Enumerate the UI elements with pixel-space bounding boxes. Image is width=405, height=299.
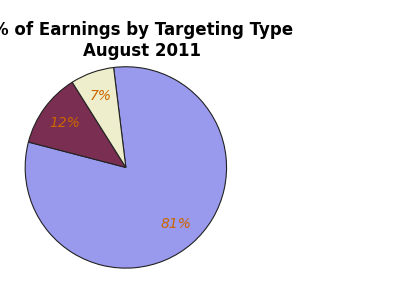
Legend: Contextual, Placement, Interest Based: Contextual, Placement, Interest Based <box>258 129 390 215</box>
Text: 7%: 7% <box>90 89 111 103</box>
Wedge shape <box>25 67 226 268</box>
Text: 81%: 81% <box>160 217 191 231</box>
Wedge shape <box>72 68 126 167</box>
Wedge shape <box>28 82 126 167</box>
Text: 12%: 12% <box>49 116 80 130</box>
Text: % of Earnings by Targeting Type
August 2011: % of Earnings by Targeting Type August 2… <box>0 21 292 60</box>
